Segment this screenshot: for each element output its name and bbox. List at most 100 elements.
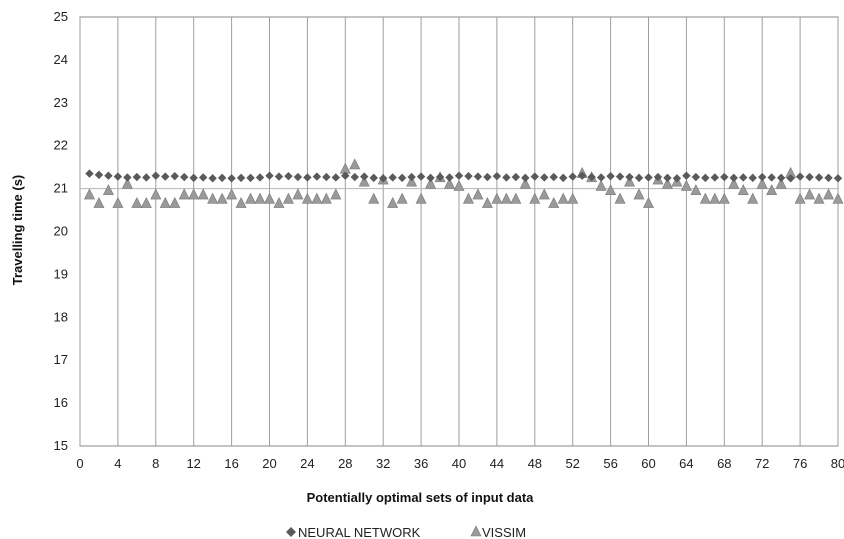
neural-network-point <box>255 173 265 182</box>
vissim-point <box>292 188 304 200</box>
neural-network-point <box>236 173 246 183</box>
vissim-point <box>605 184 617 196</box>
neural-network-point <box>284 171 293 181</box>
x-tick-label: 44 <box>490 456 504 471</box>
y-tick-label: 19 <box>54 266 68 281</box>
neural-network-point <box>445 173 454 182</box>
x-tick-label: 76 <box>793 456 807 471</box>
x-axis-title: Potentially optimal sets of input data <box>307 490 535 505</box>
y-tick-label: 24 <box>54 52 68 67</box>
vissim-point <box>747 192 759 204</box>
neural-network-point <box>227 174 236 183</box>
neural-network-point <box>606 171 615 181</box>
neural-network-point <box>312 172 322 181</box>
x-axis-ticks: 0 4 8 12 16 20 24 28 32 36 40 44 48 52 56 60 64 68 72 76 80 <box>76 456 844 471</box>
neural-network-point <box>360 172 369 181</box>
vissim-point <box>699 192 711 204</box>
x-tick-label: 68 <box>717 456 731 471</box>
neural-network-point <box>435 172 445 182</box>
x-tick-label: 56 <box>603 456 617 471</box>
vissim-point <box>197 188 209 200</box>
neural-network-point <box>530 172 539 181</box>
vissim-point <box>680 179 692 191</box>
x-tick-label: 4 <box>114 456 121 471</box>
neural-network-point <box>767 173 776 182</box>
y-axis-ticks: 15 16 17 18 19 20 21 22 23 24 25 <box>54 9 68 453</box>
neural-network-point <box>511 172 521 182</box>
vissim-point <box>823 188 835 200</box>
neural-network-point <box>322 172 331 182</box>
vissim-point <box>311 192 323 204</box>
x-tick-label: 52 <box>565 456 579 471</box>
vissim-point <box>538 188 550 200</box>
neural-network-point <box>161 172 170 181</box>
x-tick-label: 48 <box>528 456 542 471</box>
vissim-point <box>150 188 162 200</box>
neural-network-point <box>473 172 483 181</box>
neural-network-point <box>833 174 843 183</box>
neural-network-point <box>776 173 786 183</box>
neural-network-point <box>739 173 748 182</box>
neural-network-point <box>748 173 757 183</box>
neural-network-point <box>132 172 142 182</box>
neural-network-point <box>596 173 606 182</box>
vissim-point <box>548 196 560 208</box>
neural-network-point <box>246 173 255 183</box>
series-neural-network <box>85 169 843 183</box>
vissim-point <box>358 175 370 187</box>
neural-network-point <box>644 173 653 182</box>
neural-network-point <box>274 172 284 181</box>
legend: NEURAL NETWORK VISSIM <box>286 525 526 539</box>
y-tick-label: 18 <box>54 309 68 324</box>
vissim-point <box>794 192 806 204</box>
neural-network-point <box>170 171 179 181</box>
vissim-point <box>112 196 124 208</box>
neural-network-point <box>577 171 587 180</box>
neural-network-point <box>549 172 558 182</box>
vissim-point <box>832 192 844 204</box>
vissim-point <box>500 192 512 204</box>
x-tick-label: 20 <box>262 456 276 471</box>
vissim-point <box>140 196 152 208</box>
neural-network-point <box>454 171 464 180</box>
vissim-point <box>396 192 408 204</box>
vissim-point <box>226 188 238 200</box>
x-tick-label: 36 <box>414 456 428 471</box>
neural-network-point <box>653 172 663 182</box>
neural-network-point <box>303 173 312 182</box>
vissim-point <box>188 188 200 200</box>
vissim-point <box>813 192 825 204</box>
neural-network-point <box>198 173 208 182</box>
vissim-point <box>510 192 522 204</box>
x-tick-label: 72 <box>755 456 769 471</box>
vissim-point <box>368 192 380 204</box>
y-tick-label: 23 <box>54 95 68 110</box>
vissim-point <box>330 188 342 200</box>
vissim-point <box>737 184 749 196</box>
y-tick-label: 21 <box>54 181 68 196</box>
vissim-point <box>728 177 740 189</box>
y-tick-label: 25 <box>54 9 68 24</box>
vissim-point <box>661 177 673 189</box>
neural-network-point <box>407 172 416 182</box>
neural-network-point <box>293 172 303 182</box>
vissim-point <box>472 188 484 200</box>
plot-area <box>79 16 839 447</box>
x-tick-label: 24 <box>300 456 314 471</box>
vissim-point <box>462 192 474 204</box>
neural-network-point <box>350 172 359 182</box>
neural-network-point <box>682 171 691 180</box>
neural-network-point <box>492 171 502 181</box>
vissim-point <box>320 192 332 204</box>
x-tick-label: 8 <box>152 456 159 471</box>
vissim-point <box>254 192 266 204</box>
vissim-point <box>93 196 105 208</box>
series-vissim <box>83 158 844 208</box>
vissim-point <box>131 196 143 208</box>
vissim-point <box>282 192 294 204</box>
vissim-point <box>453 179 465 191</box>
neural-network-point <box>786 174 795 183</box>
x-tick-label: 28 <box>338 456 352 471</box>
y-tick-label: 20 <box>54 224 68 239</box>
